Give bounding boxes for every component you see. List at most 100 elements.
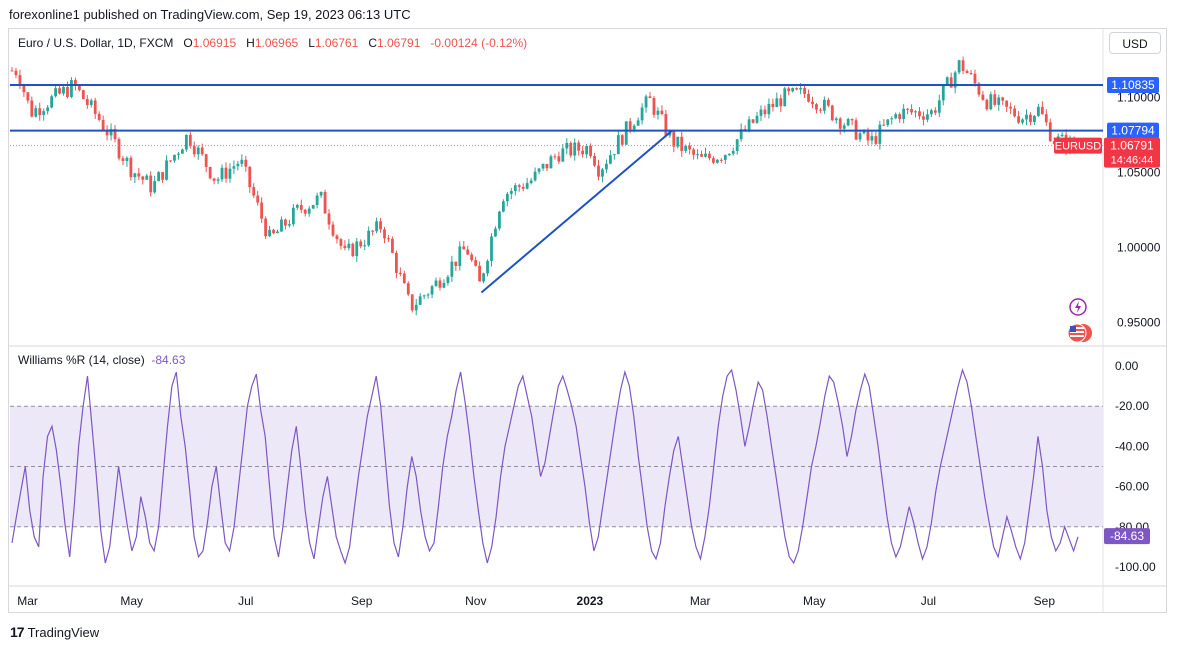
candle-body (549, 156, 553, 169)
time-tick-label: May (120, 594, 143, 608)
candle-body (676, 136, 680, 147)
candle-body (977, 83, 981, 95)
candle-body (1060, 134, 1064, 137)
williams-series-line (11, 368, 1079, 565)
candle-body (474, 260, 478, 266)
candle-body (208, 167, 212, 179)
candle-body (351, 243, 355, 257)
candle-body (109, 128, 113, 136)
candle-body (541, 163, 545, 169)
candle-body (161, 172, 164, 180)
candle-body (815, 104, 818, 110)
candle-body (89, 100, 93, 105)
candle-body (894, 114, 898, 119)
candle-body (922, 116, 925, 120)
price-candles (10, 56, 1080, 316)
candle-body (34, 108, 38, 117)
candle-body (910, 109, 913, 113)
candle-body (93, 100, 97, 114)
williams-legend: Williams %R (14, close) -84.63 (18, 353, 185, 367)
williams-tick-label: 0.00 (1115, 359, 1139, 373)
candle-body (355, 241, 359, 257)
candle-body (153, 181, 157, 193)
candle-body (684, 145, 688, 151)
time-tick-label: Jul (921, 594, 936, 608)
candle-body (680, 136, 684, 151)
candle-body (945, 77, 949, 86)
open-label: O (183, 36, 193, 50)
time-tick-label: 2023 (577, 594, 604, 608)
candle-body (1036, 106, 1040, 116)
candle-body (941, 85, 945, 101)
candle-body (763, 109, 767, 115)
candle-body (731, 150, 735, 154)
candle-body (284, 219, 287, 226)
price-tick-label: 1.05000 (1117, 166, 1161, 180)
candle-body (375, 221, 378, 232)
close-value: 1.06791 (376, 36, 421, 50)
candle-body (462, 246, 466, 250)
candle-body (997, 97, 1001, 105)
candle-body (759, 109, 763, 116)
time-tick-label: May (803, 594, 826, 608)
candle-body (323, 192, 327, 214)
candle-body (248, 166, 252, 188)
candle-body (113, 128, 117, 140)
candle-body (315, 195, 319, 206)
currency-button[interactable]: USD (1109, 32, 1161, 54)
candle-body (70, 80, 73, 97)
candle-body (989, 94, 993, 110)
williams-tick-label: -100.00 (1115, 560, 1156, 574)
candle-body (573, 142, 577, 156)
candle-body (319, 192, 323, 196)
last-price-value: 1.06791 (1110, 139, 1154, 153)
candle-body (81, 90, 85, 100)
candle-body (406, 283, 410, 295)
trendline-segment (480, 129, 673, 294)
candle-body (712, 158, 715, 163)
symbol-tag-text: EURUSD (1055, 141, 1102, 153)
candle-body (287, 224, 291, 226)
williams-tick-label: -40.00 (1115, 439, 1149, 453)
candle-body (498, 211, 501, 229)
candle-body (557, 156, 561, 162)
publisher-line: forexonline1 published on TradingView.co… (9, 7, 411, 22)
time-tick-label: Jul (238, 594, 253, 608)
candle-body (62, 86, 65, 94)
candle-body (379, 221, 382, 230)
candle-body (1005, 100, 1009, 107)
candle-body (311, 205, 315, 209)
tradingview-logo[interactable]: 17 TradingView (10, 624, 99, 640)
candle-body (708, 153, 711, 159)
candle-body (97, 113, 101, 120)
candle-body (616, 135, 620, 155)
candle-body (196, 147, 200, 155)
candle-body (636, 120, 640, 126)
candle-body (509, 191, 513, 194)
candle-body (105, 129, 109, 136)
candle-body (291, 207, 295, 225)
candle-body (478, 265, 482, 282)
candle-body (363, 245, 367, 247)
candle-body (1021, 119, 1024, 123)
candle-body (331, 224, 335, 236)
high-value: 1.06965 (254, 36, 299, 50)
flag-stripe (1070, 327, 1084, 329)
candle-body (775, 98, 779, 108)
candle-body (410, 294, 414, 311)
price-labels: 1.10835 1.07794 EURUSD 1.06791 14:46:44 -84.6… (1054, 76, 1160, 545)
candle-body (581, 150, 585, 155)
candle-body (513, 185, 517, 192)
candle-body (569, 142, 573, 156)
price-tick-label: 1.00000 (1117, 241, 1161, 255)
candle-body (177, 153, 180, 155)
candle-body (501, 201, 505, 212)
chart-frame (8, 28, 1167, 613)
close-label: C (368, 36, 377, 50)
candle-body (858, 133, 862, 140)
candle-body (121, 158, 125, 162)
candle-body (470, 254, 474, 261)
chart-icons (1067, 298, 1092, 343)
candle-body (985, 99, 989, 110)
